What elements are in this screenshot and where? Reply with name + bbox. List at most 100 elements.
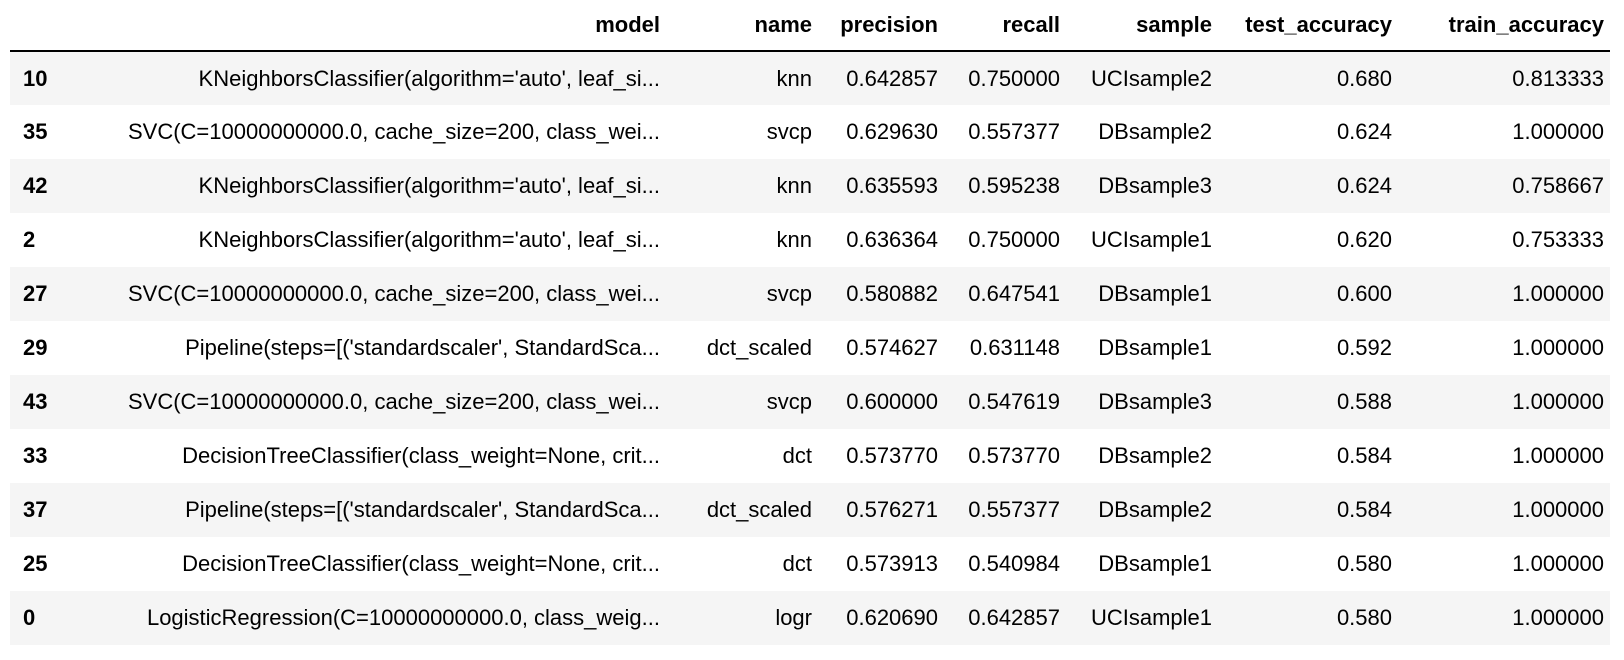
cell-test-accuracy: 0.624	[1336, 119, 1392, 144]
cell-train-accuracy: 0.758667	[1512, 173, 1604, 198]
cell-precision: 0.635593	[846, 173, 938, 198]
table-row: 29 Pipeline(steps=[('standardscaler', Sta…	[10, 321, 1610, 375]
cell-model: KNeighborsClassifier(algorithm='auto', l…	[198, 227, 660, 252]
cell-train-accuracy: 1.000000	[1512, 281, 1604, 306]
column-header-train-accuracy: train_accuracy	[1398, 0, 1610, 52]
cell-recall: 0.557377	[968, 497, 1060, 522]
cell-train-accuracy: 1.000000	[1512, 443, 1604, 468]
cell-train-accuracy: 1.000000	[1512, 497, 1604, 522]
table-row: 10 KNeighborsClassifier(algorithm='auto',…	[10, 51, 1610, 105]
cell-name: dct_scaled	[706, 335, 812, 360]
cell-train-accuracy: 0.813333	[1512, 65, 1604, 91]
cell-sample: UCIsample1	[1090, 227, 1212, 252]
cell-test-accuracy: 0.620	[1336, 227, 1392, 252]
cell-model: Pipeline(steps=[('standardscaler', Stand…	[185, 497, 660, 522]
table-row: 25 DecisionTreeClassifier(class_weight=No…	[10, 537, 1610, 591]
cell-train-accuracy: 1.000000	[1512, 605, 1604, 630]
column-header-precision: precision	[818, 0, 944, 52]
cell-model: DecisionTreeClassifier(class_weight=None…	[182, 443, 660, 468]
column-header-sample: sample	[1066, 0, 1218, 52]
cell-recall: 0.573770	[968, 443, 1060, 468]
cell-test-accuracy: 0.680	[1336, 65, 1392, 91]
cell-precision: 0.642857	[846, 65, 938, 91]
table-row: 27 SVC(C=10000000000.0, cache_size=200, c…	[10, 267, 1610, 321]
column-header-recall: recall	[944, 0, 1066, 52]
cell-sample: DBsample3	[1098, 173, 1212, 198]
cell-test-accuracy: 0.600	[1336, 281, 1392, 306]
cell-train-accuracy: 0.753333	[1512, 227, 1604, 252]
row-index: 42	[23, 173, 48, 198]
column-header-index	[10, 0, 70, 52]
column-header-test-accuracy: test_accuracy	[1218, 0, 1398, 52]
cell-model: KNeighborsClassifier(algorithm='auto', l…	[198, 65, 660, 91]
table-row: 37 Pipeline(steps=[('standardscaler', Sta…	[10, 483, 1610, 537]
cell-sample: DBsample2	[1098, 119, 1212, 144]
row-index: 43	[23, 389, 48, 414]
cell-recall: 0.750000	[968, 227, 1060, 252]
cell-test-accuracy: 0.588	[1336, 389, 1392, 414]
cell-test-accuracy: 0.624	[1336, 173, 1392, 198]
cell-name: svcp	[766, 389, 812, 414]
cell-model: SVC(C=10000000000.0, cache_size=200, cla…	[127, 281, 660, 306]
cell-name: knn	[776, 173, 812, 198]
cell-name: logr	[775, 605, 812, 630]
header-row: model name precision recall sample test_…	[10, 0, 1610, 52]
cell-name: knn	[776, 227, 812, 252]
cell-recall: 0.595238	[968, 173, 1060, 198]
cell-model: KNeighborsClassifier(algorithm='auto', l…	[198, 173, 660, 198]
row-index: 27	[23, 281, 48, 306]
table-header: model name precision recall sample test_…	[10, 0, 1610, 52]
cell-recall: 0.750000	[968, 65, 1060, 91]
cell-sample: UCIsample1	[1090, 605, 1212, 630]
row-index: 25	[23, 551, 48, 576]
cell-precision: 0.573770	[846, 443, 938, 468]
cell-name: dct	[782, 551, 812, 576]
cell-precision: 0.620690	[846, 605, 938, 630]
cell-precision: 0.580882	[846, 281, 938, 306]
cell-model: DecisionTreeClassifier(class_weight=None…	[182, 551, 660, 576]
row-index: 29	[23, 335, 48, 360]
cell-precision: 0.576271	[846, 497, 938, 522]
table-row: 0 LogisticRegression(C=10000000000.0, cla…	[10, 591, 1610, 645]
column-header-name: name	[666, 0, 818, 52]
row-index: 10	[23, 65, 48, 91]
cell-test-accuracy: 0.584	[1336, 443, 1392, 468]
cell-test-accuracy: 0.580	[1336, 605, 1392, 630]
table-row: 33 DecisionTreeClassifier(class_weight=No…	[10, 429, 1610, 483]
table-row: 43 SVC(C=10000000000.0, cache_size=200, c…	[10, 375, 1610, 429]
cell-sample: DBsample1	[1098, 551, 1212, 576]
cell-recall: 0.557377	[968, 119, 1060, 144]
cell-test-accuracy: 0.584	[1336, 497, 1392, 522]
cell-train-accuracy: 1.000000	[1512, 389, 1604, 414]
results-table: model name precision recall sample test_…	[10, 0, 1610, 645]
cell-train-accuracy: 1.000000	[1512, 551, 1604, 576]
cell-name: knn	[776, 65, 812, 91]
cell-train-accuracy: 1.000000	[1512, 119, 1604, 144]
cell-recall: 0.647541	[968, 281, 1060, 306]
cell-train-accuracy: 1.000000	[1512, 335, 1604, 360]
cell-model: LogisticRegression(C=10000000000.0, clas…	[146, 605, 660, 630]
cell-recall: 0.540984	[968, 551, 1060, 576]
column-header-model: model	[70, 0, 666, 52]
cell-precision: 0.629630	[846, 119, 938, 144]
cell-name: svcp	[766, 281, 812, 306]
dataframe-output: model name precision recall sample test_…	[10, 0, 1610, 645]
cell-name: svcp	[766, 119, 812, 144]
table-row: 42 KNeighborsClassifier(algorithm='auto',…	[10, 159, 1610, 213]
cell-precision: 0.600000	[846, 389, 938, 414]
row-index: 33	[23, 443, 48, 468]
cell-sample: DBsample1	[1098, 281, 1212, 306]
row-index: 0	[23, 605, 36, 630]
cell-sample: UCIsample2	[1090, 65, 1212, 91]
cell-sample: DBsample3	[1098, 389, 1212, 414]
cell-recall: 0.642857	[968, 605, 1060, 630]
cell-model: SVC(C=10000000000.0, cache_size=200, cla…	[127, 119, 660, 144]
cell-model: SVC(C=10000000000.0, cache_size=200, cla…	[127, 389, 660, 414]
table-row: 2 KNeighborsClassifier(algorithm='auto', …	[10, 213, 1610, 267]
cell-model: Pipeline(steps=[('standardscaler', Stand…	[185, 335, 660, 360]
cell-name: dct_scaled	[706, 497, 812, 522]
cell-test-accuracy: 0.580	[1336, 551, 1392, 576]
cell-recall: 0.547619	[968, 389, 1060, 414]
cell-sample: DBsample1	[1098, 335, 1212, 360]
table-row: 35 SVC(C=10000000000.0, cache_size=200, c…	[10, 105, 1610, 159]
